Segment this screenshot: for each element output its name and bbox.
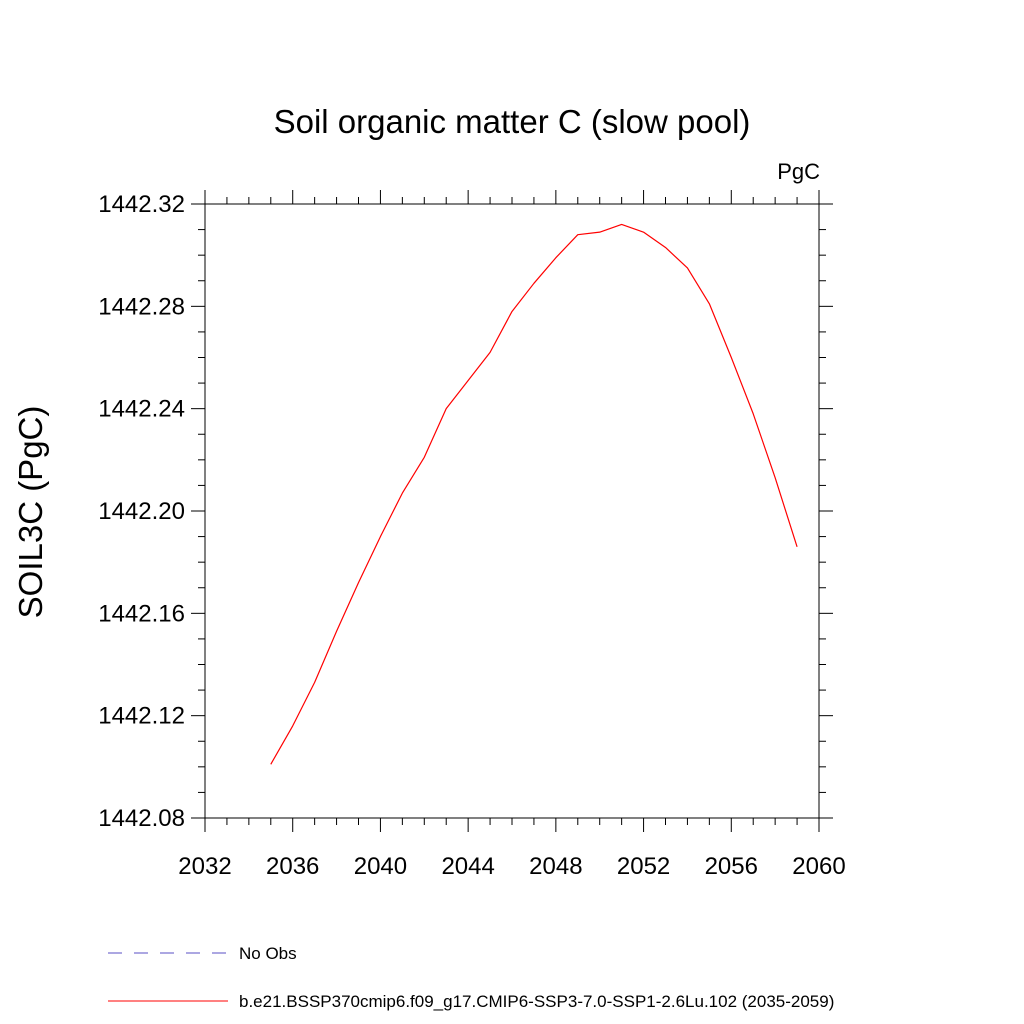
x-tick-label: 2052	[617, 853, 670, 880]
x-tick-label: 2056	[705, 853, 758, 880]
x-tick-label: 2032	[178, 853, 231, 880]
y-tick-label: 1442.24	[98, 396, 185, 423]
x-tick-label: 2036	[266, 853, 319, 880]
x-tick-label: 2040	[354, 853, 407, 880]
legend: No Obs b.e21.BSSP370cmip6.f09_g17.CMIP6-…	[108, 944, 834, 1011]
y-tick-label: 1442.08	[98, 805, 185, 832]
legend-label-model-run: b.e21.BSSP370cmip6.f09_g17.CMIP6-SSP3-7.…	[239, 992, 834, 1011]
x-tick-label: 2048	[529, 853, 582, 880]
y-axis-label: SOIL3C (PgC)	[12, 406, 49, 619]
legend-label-no-obs: No Obs	[239, 944, 297, 963]
y-tick-label: 1442.32	[98, 191, 185, 218]
series-lines	[270, 223, 798, 765]
y-tick-label: 1442.20	[98, 498, 185, 525]
y-tick-label: 1442.28	[98, 293, 185, 320]
x-tick-label: 2044	[441, 853, 494, 880]
x-tick-label: 2060	[792, 853, 845, 880]
axis-ticks	[191, 190, 833, 832]
plot-frame	[204, 203, 820, 819]
y-tick-label: 1442.12	[98, 703, 185, 730]
y-tick-label: 1442.16	[98, 600, 185, 627]
units-label: PgC	[777, 159, 820, 184]
axis-tick-labels: 2032 2036 2040 2044 2048 2052 2056 2060 1442.08 1…	[98, 191, 845, 880]
chart-title: Soil organic matter C (slow pool)	[274, 103, 751, 140]
series-line-0	[270, 223, 798, 765]
